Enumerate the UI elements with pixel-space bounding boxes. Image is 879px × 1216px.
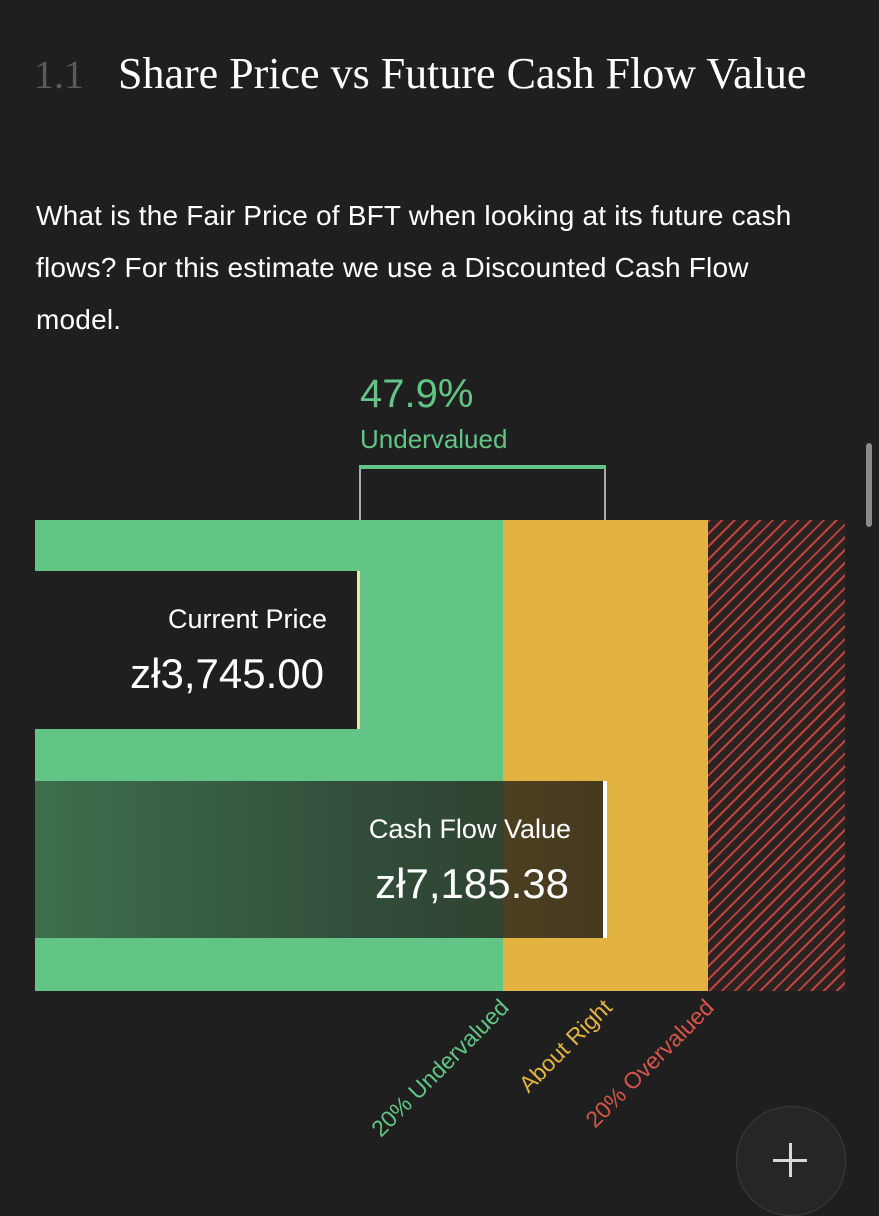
section-number: 1.1 — [34, 52, 84, 97]
difference-bracket-top — [359, 465, 606, 469]
scrollbar-thumb[interactable] — [866, 443, 872, 527]
add-button[interactable] — [736, 1106, 846, 1216]
current-price-bar — [35, 571, 357, 729]
section-title: Share Price vs Future Cash Flow Value — [118, 49, 807, 98]
current-price-marker — [357, 571, 360, 729]
current-price-value: zł3,745.00 — [130, 650, 324, 697]
difference-bracket-right — [604, 469, 606, 521]
zone-label-undervalued: 20% Undervalued — [366, 993, 514, 1142]
section-description: What is the Fair Price of BFT when looki… — [36, 200, 792, 335]
current-price-label: Current Price — [167, 604, 327, 634]
undervalued-status: Undervalued — [360, 424, 508, 454]
cash-flow-value: zł7,185.38 — [375, 860, 569, 907]
zone-overvalued — [708, 520, 845, 991]
cash-flow-bar — [35, 781, 603, 938]
difference-bracket-left — [359, 469, 361, 521]
cash-flow-label: Cash Flow Value — [368, 814, 571, 844]
cash-flow-marker — [603, 781, 607, 938]
undervalued-percent: 47.9% — [360, 372, 474, 416]
zone-label-about-right: About Right — [513, 993, 617, 1098]
